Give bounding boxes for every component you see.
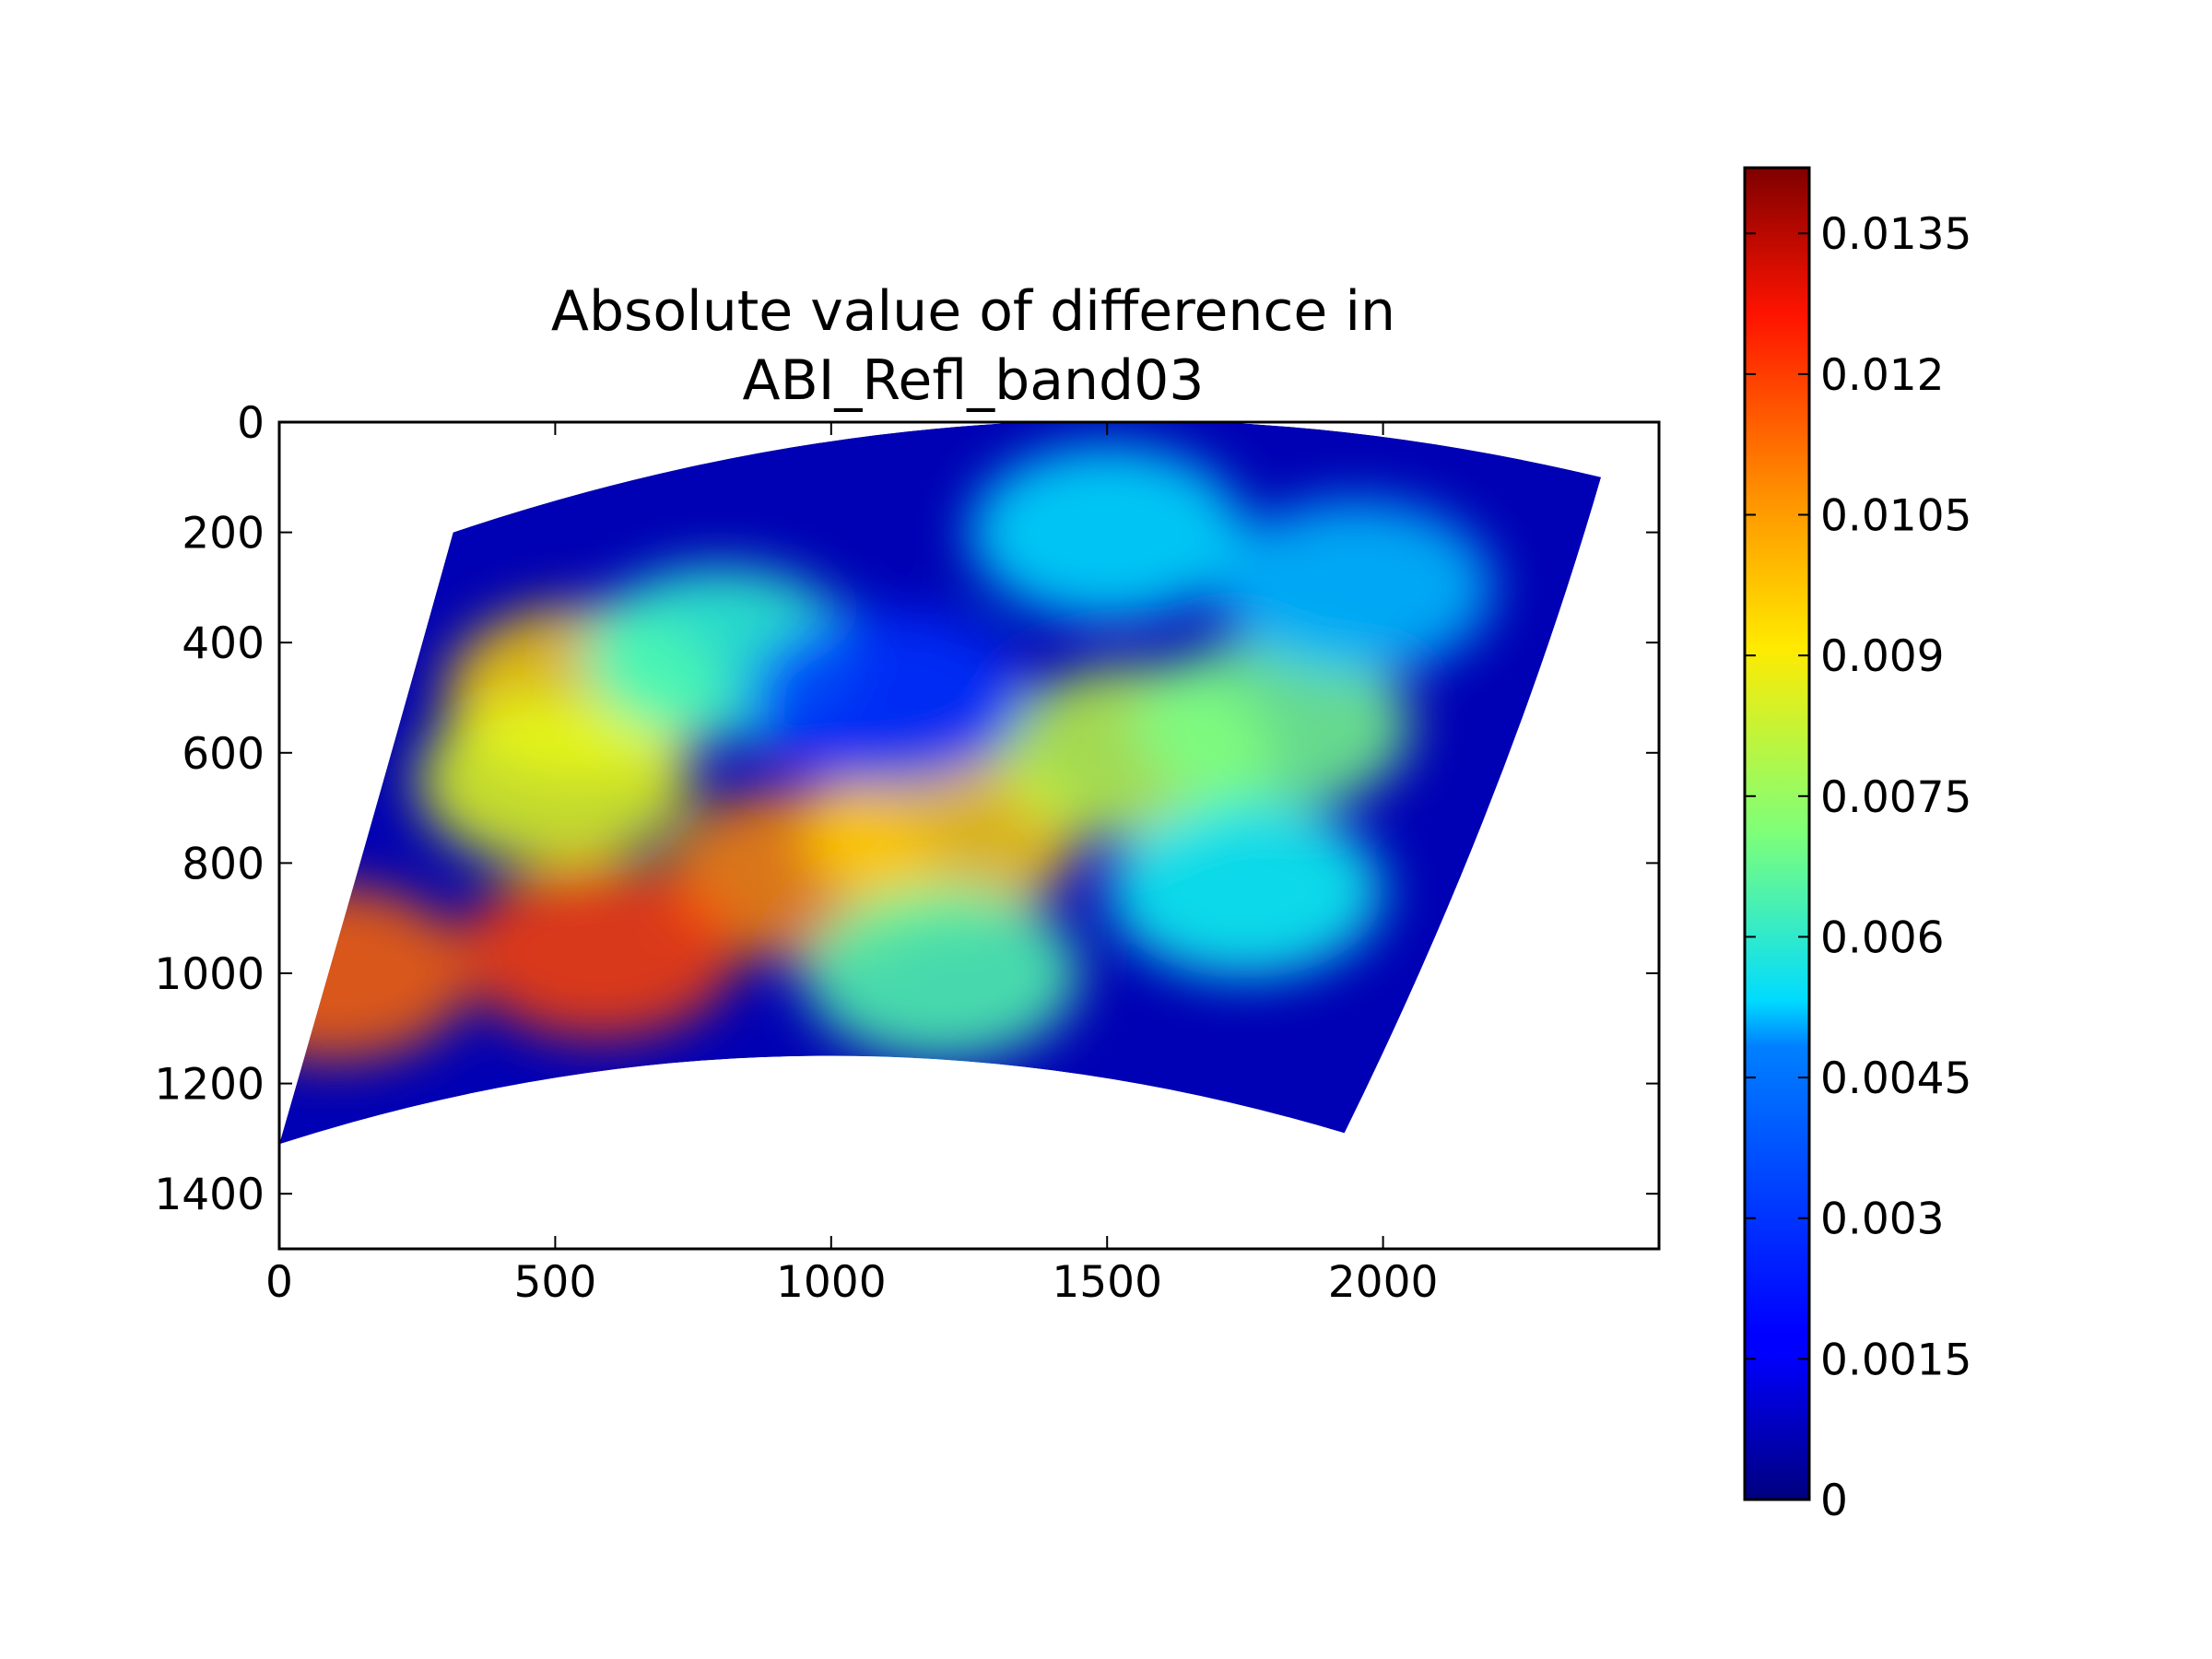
heatmap-feature-3	[1134, 637, 1411, 813]
colorbar-axis: 0 0.0015 0.003 0.0045 0.006 0.0075 0.009 0.0105…	[1745, 209, 1971, 1526]
y-tick-label: 1400	[154, 1170, 265, 1220]
colorbar-tick-label: 0.0105	[1820, 491, 1971, 542]
heatmap-feature-13	[747, 610, 1025, 785]
colorbar-tick-label: 0.0015	[1820, 1335, 1971, 1385]
heatmap-feature-12	[461, 864, 738, 1040]
y-tick-label: 1000	[154, 949, 265, 1000]
x-tick-label: 1000	[776, 1257, 887, 1308]
y-tick-label: 200	[182, 509, 265, 559]
heatmap-feature-5	[417, 692, 694, 868]
colorbar-tick-label: 0.0135	[1820, 209, 1971, 260]
y-tick-label: 400	[182, 618, 265, 669]
heatmap-feature-7	[969, 444, 1246, 620]
chart-title-line-1: Absolute value of difference in	[551, 279, 1395, 344]
x-axis: 0 500 1000 1500 2000	[265, 422, 1438, 1308]
y-tick-label: 600	[182, 729, 265, 780]
y-tick-label: 1200	[154, 1060, 265, 1111]
colorbar-tick-label: 0.009	[1820, 631, 1945, 682]
plot-frame	[277, 420, 1661, 1251]
colorbar-tick-label: 0.012	[1820, 350, 1945, 401]
colorbar	[1743, 166, 1811, 1501]
heatmap-feature-1	[803, 747, 1080, 924]
colorbar-tick-label: 0.003	[1820, 1194, 1945, 1245]
heatmap-feature-8	[1217, 500, 1494, 676]
heatmap-image	[279, 422, 1602, 1145]
y-axis: 0 200 400 600 800 1000 1200 1400	[154, 398, 1659, 1220]
x-tick-label: 2000	[1328, 1257, 1439, 1308]
y-tick-label: 0	[237, 398, 265, 449]
heatmap-features	[279, 444, 1494, 1061]
heatmap-feature-9	[1106, 803, 1383, 979]
colorbar-tick-label: 0.006	[1820, 912, 1945, 963]
x-tick-label: 0	[265, 1257, 293, 1308]
x-tick-label: 1500	[1052, 1257, 1162, 1308]
x-tick-label: 500	[514, 1257, 597, 1308]
chart-title-line-2: ABI_Refl_band03	[743, 348, 1205, 413]
heatmap-feature-11	[279, 886, 473, 1061]
colorbar-tick-label: 0.0075	[1820, 772, 1971, 823]
y-tick-label: 800	[182, 839, 265, 889]
heatmap-feature-10	[803, 886, 1080, 1061]
colorbar-tick-label: 0	[1820, 1476, 1848, 1526]
colorbar-tick-label: 0.0045	[1820, 1053, 1971, 1104]
